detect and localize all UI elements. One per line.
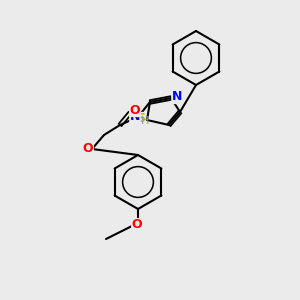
Text: O: O <box>132 218 142 232</box>
Text: N: N <box>130 110 140 124</box>
Text: O: O <box>130 103 140 116</box>
Text: H: H <box>141 116 149 126</box>
Text: O: O <box>83 142 93 154</box>
Text: S: S <box>136 112 146 125</box>
Text: N: N <box>172 91 182 103</box>
